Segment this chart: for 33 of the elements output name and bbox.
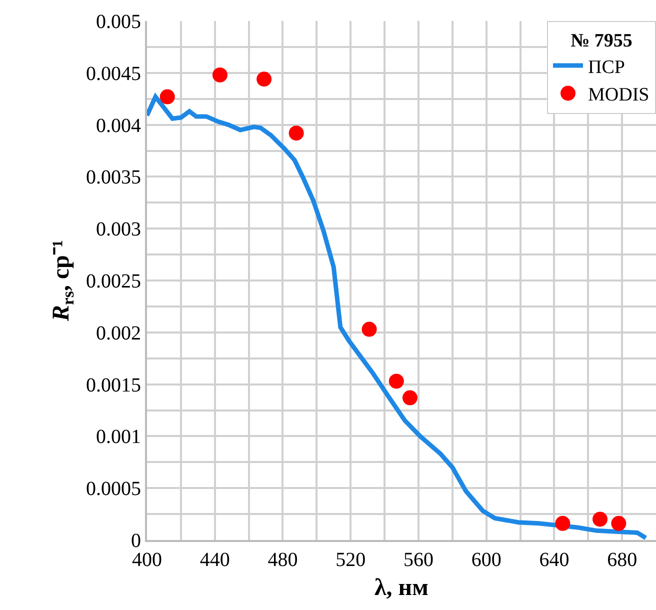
y-tick-label: 0.005 — [96, 11, 141, 33]
y-tick-label: 0.002 — [96, 322, 141, 344]
point — [611, 516, 626, 531]
legend-label: MODIS — [588, 84, 650, 106]
point — [402, 390, 418, 406]
x-tick-label: 440 — [200, 549, 230, 571]
y-tick-label: 0.0015 — [86, 374, 141, 396]
point — [256, 72, 272, 87]
legend-label: ПСР — [588, 56, 625, 78]
y-tick-label: 0.004 — [96, 114, 141, 137]
point — [288, 126, 304, 141]
y-tick-label: 0.001 — [96, 426, 141, 448]
x-tick-label: 400 — [132, 549, 162, 571]
point — [555, 516, 570, 531]
point — [362, 322, 377, 337]
y-tick-label: 0.0035 — [86, 166, 141, 189]
point — [388, 374, 404, 389]
x-tick-label: 640 — [539, 549, 570, 571]
x-tick-label: 600 — [471, 549, 502, 571]
y-tick-label: 0.0005 — [86, 478, 141, 500]
legend-title: № 7955 — [570, 30, 632, 52]
x-tick-label: 520 — [336, 549, 366, 571]
y-tick-label: 0.003 — [96, 218, 141, 241]
y-tick-label: 0.0045 — [86, 62, 141, 85]
point — [212, 67, 228, 82]
x-tick-label: 680 — [607, 549, 638, 571]
point — [160, 89, 175, 104]
point — [592, 512, 608, 527]
y-tick-label: 0.0025 — [86, 270, 141, 292]
x-tick-label: 560 — [403, 549, 434, 571]
y-tick-label: 0 — [131, 530, 141, 552]
x-axis-title: λ, нм — [374, 574, 428, 601]
x-tick-label: 480 — [268, 549, 298, 571]
